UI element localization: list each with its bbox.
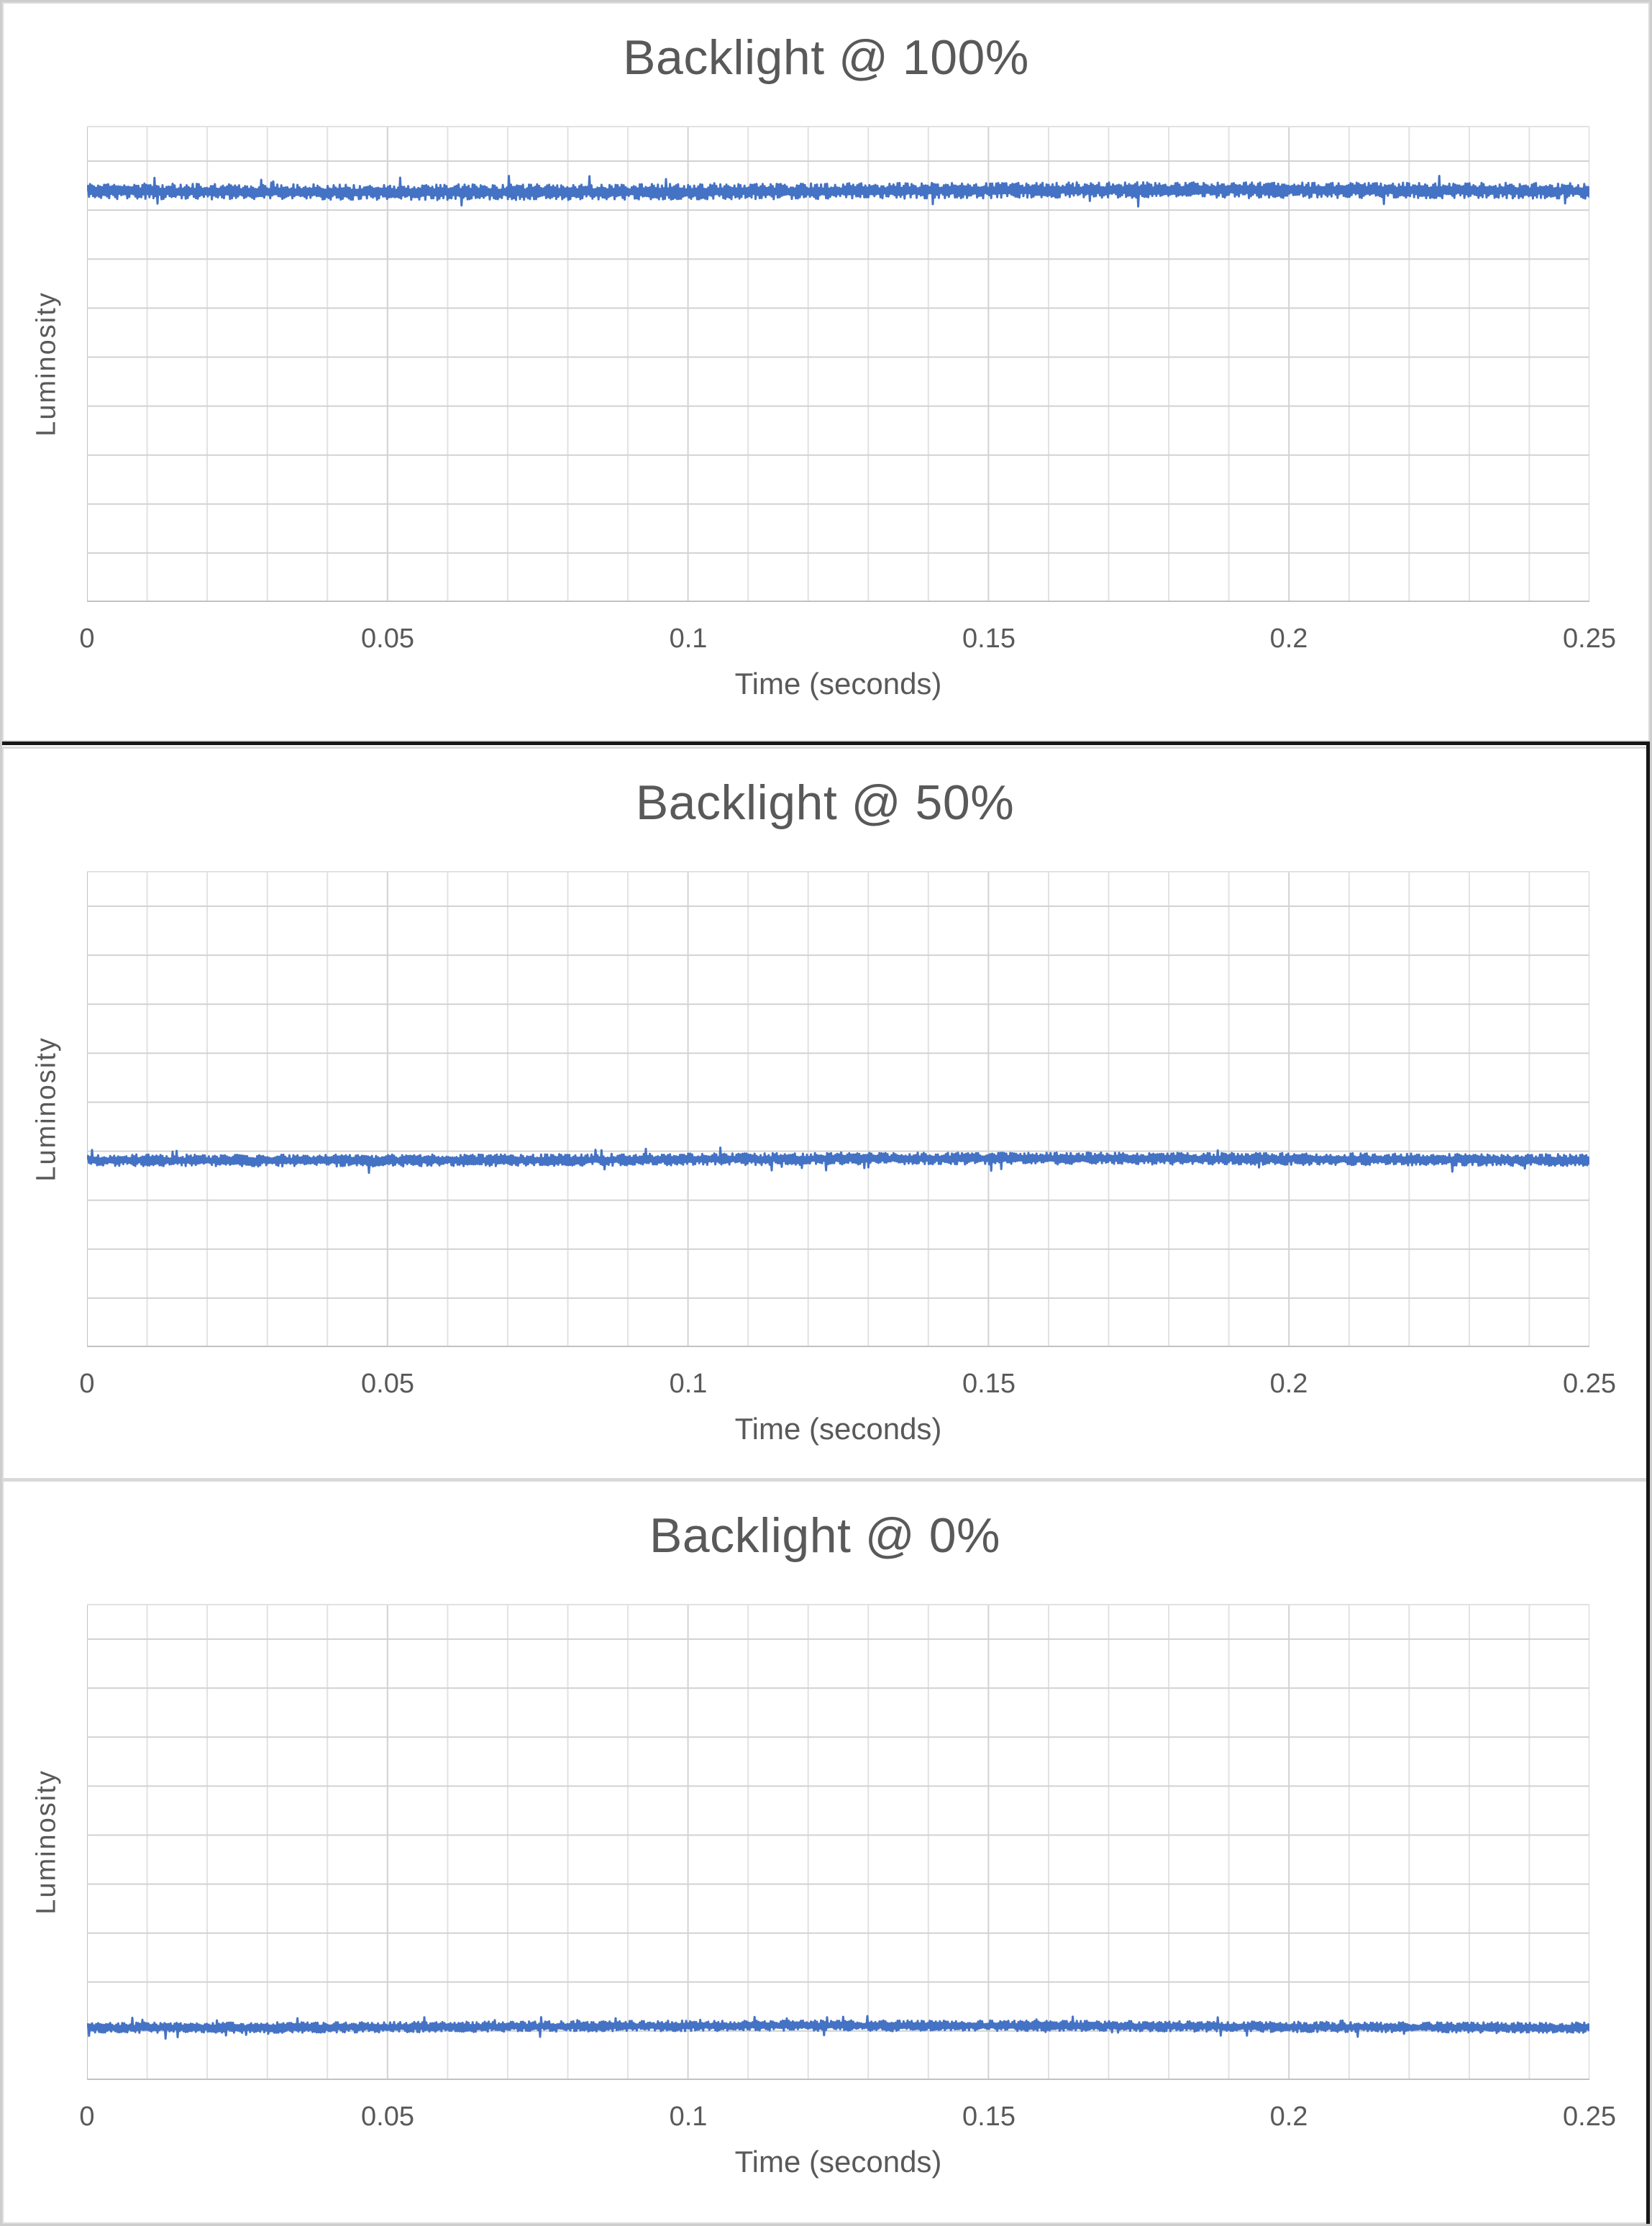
x-tick-label: 0.05 bbox=[361, 1369, 414, 1399]
y-axis-title: Luminosity bbox=[31, 1036, 62, 1182]
x-tick-label: 0.15 bbox=[962, 624, 1016, 654]
lower-charts-frame: Backlight @ 50% Luminosity 0 0.05 0.1 0.… bbox=[2, 742, 1650, 2224]
x-tick-label: 0 bbox=[79, 1369, 95, 1399]
x-tick-label: 0 bbox=[79, 624, 95, 654]
chart-title: Backlight @ 100% bbox=[623, 30, 1029, 85]
x-axis-title: Time (seconds) bbox=[734, 1412, 942, 1446]
chart-backlight-50: Backlight @ 50% Luminosity 0 0.05 0.1 0.… bbox=[2, 747, 1646, 1482]
x-tick-label: 0.2 bbox=[1269, 1369, 1308, 1399]
y-axis-title: Luminosity bbox=[31, 291, 62, 437]
x-tick-label: 0.25 bbox=[1563, 1369, 1616, 1399]
line-chart-svg bbox=[87, 871, 1589, 1347]
chart-backlight-0: Backlight @ 0% Luminosity 0 0.05 0.1 0.1… bbox=[2, 1482, 1646, 2224]
x-tick-label: 0.25 bbox=[1563, 2102, 1616, 2132]
plot-area bbox=[87, 126, 1589, 602]
x-tick-label: 0.05 bbox=[361, 2102, 414, 2132]
line-chart-svg bbox=[87, 126, 1589, 602]
x-tick-label: 0 bbox=[79, 2102, 95, 2132]
x-tick-label: 0.15 bbox=[962, 2102, 1016, 2132]
chart-title: Backlight @ 0% bbox=[649, 1508, 1000, 1563]
x-axis-title: Time (seconds) bbox=[734, 667, 942, 701]
x-axis-title: Time (seconds) bbox=[734, 2145, 942, 2179]
y-axis-title: Luminosity bbox=[31, 1769, 62, 1915]
x-tick-label: 0.25 bbox=[1563, 624, 1616, 654]
x-tick-label: 0.05 bbox=[361, 624, 414, 654]
x-tick-label: 0.1 bbox=[669, 2102, 708, 2132]
x-tick-label: 0.1 bbox=[669, 624, 708, 654]
chart-backlight-100: Backlight @ 100% Luminosity 0 0.05 0.1 0… bbox=[2, 2, 1650, 742]
plot-area bbox=[87, 1604, 1589, 2080]
line-chart-svg bbox=[87, 1604, 1589, 2080]
x-tick-label: 0.1 bbox=[669, 1369, 708, 1399]
chart-title: Backlight @ 50% bbox=[635, 775, 1015, 830]
x-tick-label: 0.2 bbox=[1269, 2102, 1308, 2132]
x-tick-label: 0.2 bbox=[1269, 624, 1308, 654]
x-tick-label: 0.15 bbox=[962, 1369, 1016, 1399]
plot-area bbox=[87, 871, 1589, 1347]
